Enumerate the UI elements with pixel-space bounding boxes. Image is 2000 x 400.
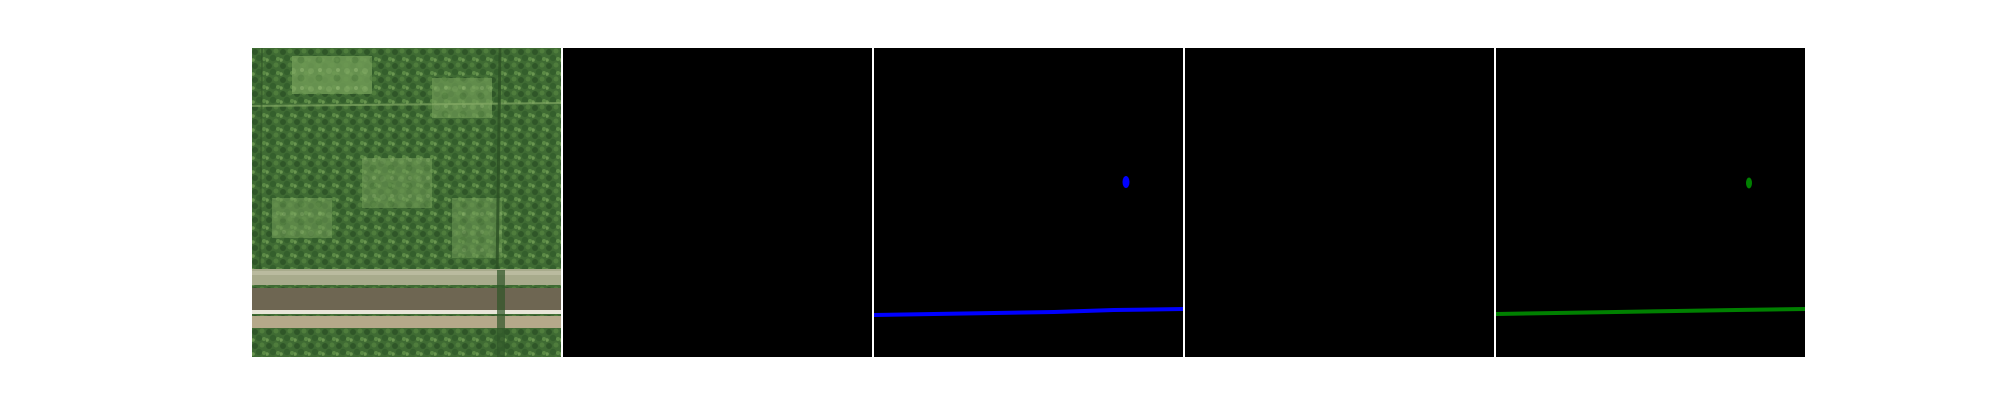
mask-panel-empty-1 (563, 48, 872, 357)
green-mask (1496, 177, 1805, 316)
clearing (432, 78, 492, 118)
road-edge-line (252, 310, 561, 314)
dirt-strip-lower (252, 316, 561, 328)
clearing (362, 158, 432, 208)
green-blob (1746, 177, 1752, 189)
aerial-image (252, 48, 561, 357)
green-line (1496, 307, 1805, 316)
blue-blob (1122, 176, 1130, 188)
clearing (292, 56, 372, 94)
aerial-image-panel (252, 48, 561, 357)
tree-line (495, 48, 502, 279)
blue-mask (874, 176, 1183, 317)
blue-line (874, 307, 1183, 317)
clearing (452, 198, 502, 258)
road (252, 288, 561, 312)
mask-panel-blue (874, 48, 1183, 357)
mask-panel-empty-2 (1185, 48, 1494, 357)
clearing (272, 198, 332, 238)
mask-panel-green (1496, 48, 1805, 357)
